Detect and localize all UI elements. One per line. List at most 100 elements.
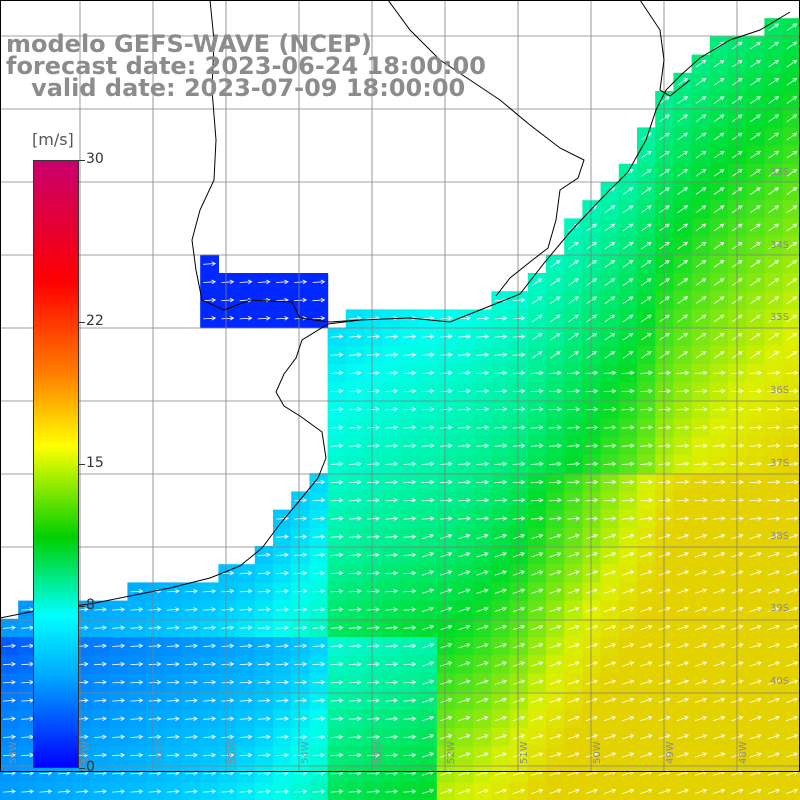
wind-arrow (786, 223, 798, 232)
field-cell (709, 36, 729, 56)
field-cell (564, 309, 583, 329)
wind-arrow (586, 241, 598, 250)
wind-arrow (512, 606, 526, 612)
wind-arrow (421, 624, 435, 631)
wind-arrow (494, 570, 507, 576)
wind-arrow (221, 789, 235, 794)
wind-arrow (166, 789, 180, 794)
wind-arrow (713, 661, 726, 667)
wind-arrow (603, 661, 617, 667)
wind-arrow (694, 516, 708, 521)
wind-arrow (185, 734, 198, 740)
wind-arrow (549, 296, 561, 305)
wind-arrow (257, 789, 271, 794)
latitude-label: 40S (770, 676, 789, 687)
wind-arrow (768, 260, 780, 268)
field-cell (709, 200, 729, 219)
wind-arrow (440, 752, 453, 758)
wind-arrow (622, 533, 635, 540)
wind-arrow (585, 588, 598, 594)
colorbar-tick (79, 605, 85, 607)
field-cell (618, 273, 638, 292)
field-cell (709, 291, 729, 310)
wind-arrow (640, 205, 652, 214)
wind-arrow (403, 461, 417, 467)
wind-arrow (603, 533, 617, 540)
wind-arrow (785, 443, 799, 448)
wind-arrow (749, 679, 762, 685)
wind-arrow (713, 187, 725, 195)
wind-arrow (767, 388, 781, 394)
wind-arrow (531, 552, 544, 558)
wind-arrow (94, 789, 107, 794)
wind-arrow (531, 624, 544, 631)
field-cell (728, 72, 747, 92)
wind-arrow (3, 661, 16, 667)
wind-arrow (640, 679, 653, 685)
wind-arrow (203, 734, 217, 740)
wind-arrow (640, 498, 653, 503)
wind-arrow (239, 589, 253, 594)
wind-arrow (21, 789, 35, 794)
field-cell (673, 182, 693, 201)
wind-arrow (476, 388, 490, 394)
wind-arrow (676, 407, 690, 412)
wind-arrows (3, 23, 799, 794)
wind-arrow (767, 552, 780, 558)
wind-arrow (677, 278, 689, 286)
wind-arrow (749, 533, 762, 540)
wind-arrow (567, 461, 581, 467)
wind-arrow (785, 661, 799, 667)
wind-arrow (458, 588, 471, 594)
field-cell (546, 291, 565, 310)
wind-arrow (257, 661, 271, 667)
wind-arrow (567, 570, 580, 576)
wind-arrow (385, 388, 399, 394)
wind-arrow (750, 351, 761, 359)
wind-arrow (276, 661, 289, 667)
field-cell (600, 309, 620, 329)
wind-arrow (94, 752, 107, 758)
wind-arrow (713, 241, 725, 250)
longitude-label: 57W (81, 741, 92, 764)
wind-arrow (348, 352, 362, 357)
field-cell (764, 236, 784, 256)
wind-arrow (294, 498, 308, 503)
wind-arrow (604, 278, 616, 286)
wind-arrow (695, 187, 707, 195)
field-cell (564, 345, 583, 365)
wind-arrow (458, 624, 471, 631)
wind-arrow (694, 643, 708, 649)
wind-arrow (330, 643, 344, 649)
wind-arrow (348, 625, 362, 630)
field-cell (527, 273, 547, 292)
wind-arrow (185, 625, 198, 630)
wind-arrow (385, 461, 399, 467)
wind-arrow (676, 388, 690, 394)
wind-arrow (221, 643, 235, 649)
wind-arrow (640, 479, 653, 485)
wind-arrow (421, 370, 435, 376)
field-cell (655, 273, 674, 292)
wind-arrow (130, 625, 144, 630)
wind-arrow (585, 425, 599, 430)
wind-arrow (239, 643, 253, 649)
wind-arrow (712, 370, 726, 376)
wind-arrow (767, 679, 780, 685)
wind-arrow (367, 680, 380, 685)
wind-arrow (586, 278, 598, 286)
wind-arrow (767, 643, 780, 649)
wind-arrow (586, 223, 598, 232)
field-cell (655, 236, 674, 256)
wind-arrow (713, 788, 726, 794)
wind-arrow (549, 679, 562, 685)
wind-arrow (640, 552, 653, 558)
field-cell (709, 182, 729, 201)
wind-arrow (603, 425, 617, 430)
wind-arrow (531, 278, 543, 286)
latitude-label: 34S (770, 240, 789, 251)
wind-arrow (585, 370, 599, 376)
field-cell (673, 109, 693, 128)
wind-arrow (568, 278, 579, 286)
wind-arrow (749, 370, 763, 376)
